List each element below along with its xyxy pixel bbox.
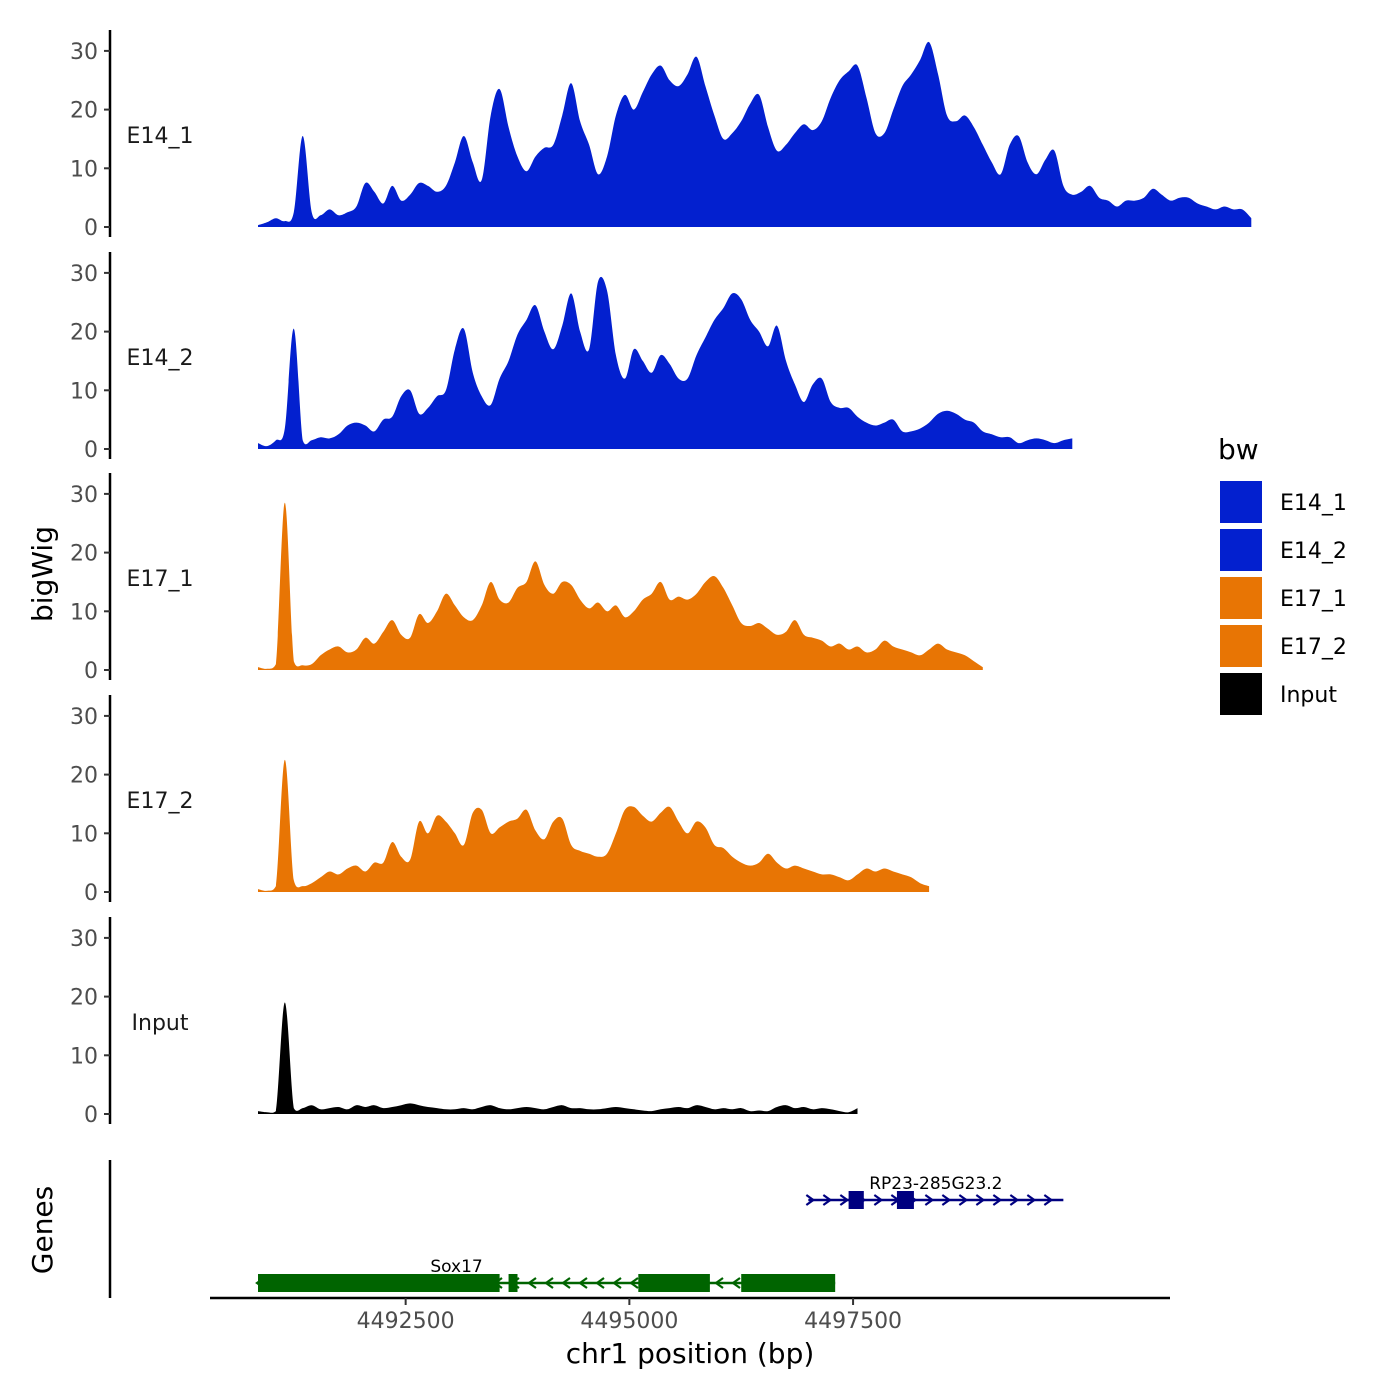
legend: bw E14_1 E14_2 E17_1 E17_2 Input <box>1218 433 1347 717</box>
y-tick-label: 30 <box>70 483 98 508</box>
strand-arrow <box>924 1194 935 1206</box>
y-tick-label: 0 <box>84 216 98 241</box>
genes-axis-title: Genes <box>26 1186 59 1274</box>
y-tick-label: 10 <box>70 157 98 182</box>
track-E14_2: 0 10 20 30 E14_2 <box>70 252 1073 463</box>
x-tick-label: 4492500 <box>357 1309 455 1334</box>
legend-swatch-Input <box>1218 671 1264 717</box>
track-E17_1: 0 10 20 30 E17_1 <box>70 473 983 684</box>
y-tick-label: 20 <box>70 764 98 789</box>
legend-label-E17_1: E17_1 <box>1280 587 1347 612</box>
y-tick-label: 30 <box>70 705 98 730</box>
legend-swatch-E14_2 <box>1218 527 1264 573</box>
strand-arrow <box>1043 1194 1054 1206</box>
legend-swatch-E14_1 <box>1218 479 1264 525</box>
track-label-E14_2: E14_2 <box>127 346 194 371</box>
coverage-tracks: 0 10 20 30 E14_1 0 10 20 30 E14_2 0 10 20 30 E17_1 0 10 2… <box>70 30 1252 1128</box>
exon-block <box>741 1274 836 1292</box>
coverage-area-E17_1 <box>258 502 983 670</box>
exon-block <box>258 1274 500 1292</box>
track-label-E14_1: E14_1 <box>127 124 194 149</box>
strand-arrow <box>544 1277 554 1289</box>
gene-RP23-285G23.2: RP23-285G23.2 <box>805 1174 1064 1209</box>
y-tick-label: 10 <box>70 600 98 625</box>
gene-Sox17: Sox17 <box>255 1257 836 1292</box>
exon-block <box>848 1191 864 1209</box>
strand-arrow <box>805 1194 816 1206</box>
legend-label-E17_2: E17_2 <box>1280 635 1347 660</box>
y-tick-label: 30 <box>70 262 98 287</box>
exon-block <box>508 1274 518 1292</box>
strand-arrow <box>822 1194 833 1206</box>
y-tick-label: 0 <box>84 438 98 463</box>
coverage-area-E14_1 <box>258 41 1252 227</box>
x-axis-title: chr1 position (bp) <box>566 1337 815 1370</box>
strand-arrow <box>612 1277 622 1289</box>
strand-arrow <box>1026 1194 1037 1206</box>
strand-arrow <box>1009 1194 1020 1206</box>
y-tick-label: 0 <box>84 881 98 906</box>
strand-arrow <box>527 1277 537 1289</box>
strand-arrow <box>731 1277 741 1289</box>
y-tick-label: 0 <box>84 659 98 684</box>
track-E14_1: 0 10 20 30 E14_1 <box>70 30 1252 241</box>
strand-arrow <box>839 1194 850 1206</box>
track-Input: 0 10 20 30 Input <box>70 917 858 1128</box>
strand-arrow <box>578 1277 588 1289</box>
y-tick-label: 10 <box>70 1044 98 1069</box>
y-tick-label: 20 <box>70 99 98 124</box>
y-tick-label: 20 <box>70 321 98 346</box>
exon-block <box>638 1274 710 1292</box>
y-tick-label: 20 <box>70 542 98 567</box>
strand-arrow <box>873 1194 884 1206</box>
x-tick-label: 4495000 <box>580 1309 678 1334</box>
coverage-area-E17_2 <box>258 759 930 892</box>
strand-arrow <box>714 1277 724 1289</box>
coverage-area-Input <box>258 1002 858 1114</box>
y-tick-label: 0 <box>84 1103 98 1128</box>
x-axis: 4492500 4495000 4497500 <box>210 1296 1170 1334</box>
track-E17_2: 0 10 20 30 E17_2 <box>70 695 930 906</box>
strand-arrow <box>595 1277 605 1289</box>
legend-swatch-E17_2 <box>1218 623 1264 669</box>
strand-arrow <box>941 1194 952 1206</box>
strand-arrow <box>958 1194 969 1206</box>
y-tick-label: 20 <box>70 986 98 1011</box>
strand-arrow <box>992 1194 1003 1206</box>
track-label-E17_1: E17_1 <box>127 567 194 592</box>
y-tick-label: 30 <box>70 40 98 65</box>
strand-arrow <box>561 1277 571 1289</box>
exon-block <box>896 1191 914 1209</box>
legend-label-Input: Input <box>1280 683 1337 708</box>
y-axis-title: bigWig <box>26 526 59 622</box>
strand-arrow <box>975 1194 986 1206</box>
track-label-Input: Input <box>132 1011 189 1036</box>
y-tick-label: 10 <box>70 822 98 847</box>
legend-label-E14_1: E14_1 <box>1280 491 1347 516</box>
y-tick-label: 10 <box>70 379 98 404</box>
legend-title: bw <box>1218 433 1259 466</box>
legend-label-E14_2: E14_2 <box>1280 539 1347 564</box>
track-label-E17_2: E17_2 <box>127 789 194 814</box>
gene-label: RP23-285G23.2 <box>869 1174 1002 1194</box>
strand-arrow <box>629 1277 639 1289</box>
x-tick-label: 4497500 <box>804 1309 902 1334</box>
coverage-area-E14_2 <box>258 276 1073 449</box>
legend-swatch-E17_1 <box>1218 575 1264 621</box>
genes-panel: RP23-285G23.2 Sox17 <box>108 1160 1064 1298</box>
y-tick-label: 30 <box>70 927 98 952</box>
gene-label: Sox17 <box>430 1257 482 1277</box>
